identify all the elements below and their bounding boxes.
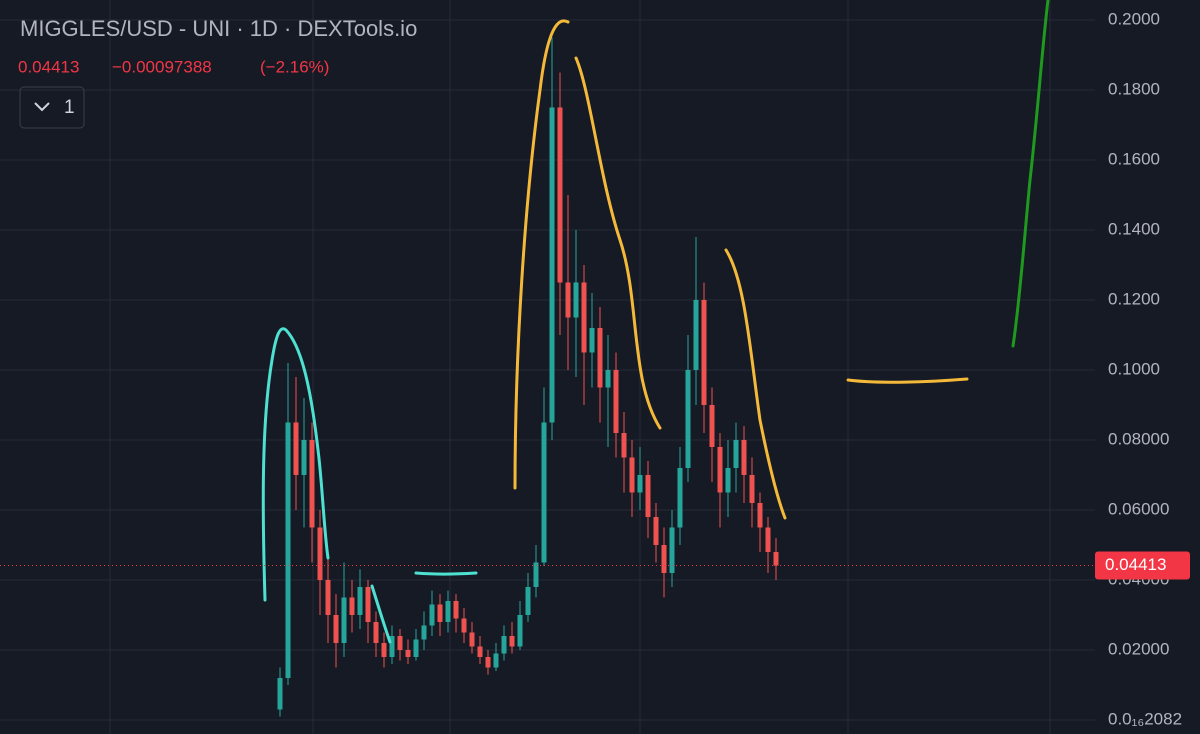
candle-body xyxy=(773,551,779,566)
candle-body xyxy=(541,422,547,563)
last-price-box xyxy=(1095,551,1190,580)
candle-body xyxy=(629,457,635,493)
candle-body xyxy=(293,422,299,475)
drawn-line xyxy=(261,327,330,602)
indicator-count: 1 xyxy=(64,97,75,118)
candle-body xyxy=(373,621,379,643)
candle-body xyxy=(709,404,715,447)
chevron-icon xyxy=(34,102,50,112)
candle-body xyxy=(429,604,435,626)
candle-body xyxy=(661,544,667,573)
last-price: 0.04413 xyxy=(18,57,79,76)
candle-body xyxy=(405,649,411,657)
candle-body xyxy=(693,299,699,370)
candle-body xyxy=(685,369,691,468)
candle-body xyxy=(733,439,739,468)
candle-body xyxy=(637,474,643,493)
candle-body xyxy=(509,635,515,647)
candle-body xyxy=(301,439,307,475)
candle-body xyxy=(525,586,531,615)
y-tick-label: 0.06000 xyxy=(1108,499,1169,518)
candle-body xyxy=(573,282,579,318)
y-tick-label: 0.02000 xyxy=(1108,639,1169,658)
candle-body xyxy=(613,369,619,433)
candle-body xyxy=(485,656,491,668)
candle-body xyxy=(333,614,339,643)
candle-body xyxy=(493,653,499,668)
candle-body xyxy=(397,635,403,650)
candle-body xyxy=(701,299,707,405)
candle-body xyxy=(677,467,683,528)
candle-body xyxy=(317,527,323,580)
candle-body xyxy=(381,642,387,657)
annotations xyxy=(261,0,1050,644)
drawn-line xyxy=(370,584,392,644)
y-tick-label: 0.1800 xyxy=(1108,79,1160,98)
candle-body xyxy=(517,614,523,647)
price-change-pct: (−2.16%) xyxy=(260,57,329,76)
drawn-line xyxy=(513,19,570,490)
candle-body xyxy=(645,474,651,517)
candle-body xyxy=(669,527,675,573)
candle-body xyxy=(765,527,771,552)
candle-body xyxy=(725,467,731,493)
candle-body xyxy=(741,439,747,475)
candle-body xyxy=(597,327,603,388)
indicator-toggle[interactable]: 1 xyxy=(19,86,85,129)
candle-body xyxy=(389,635,395,657)
candle-body xyxy=(653,516,659,545)
candle-body xyxy=(757,502,763,528)
candle-body xyxy=(365,586,371,622)
candle-body xyxy=(469,632,475,647)
candle-body xyxy=(749,474,755,503)
y-tick-label: 0.1200 xyxy=(1108,289,1160,308)
candle-body xyxy=(557,107,563,283)
candle-body xyxy=(421,625,427,640)
y-tick-label: 0.1600 xyxy=(1108,149,1160,168)
candle-body xyxy=(453,600,459,619)
drawn-line xyxy=(574,56,662,430)
drawn-line xyxy=(414,571,478,576)
candle-body xyxy=(349,597,355,615)
drawn-line xyxy=(1011,0,1050,348)
last-price-label: 0.04413 xyxy=(1105,555,1166,574)
price-change: −0.00097388 xyxy=(112,57,212,76)
y-tick-label: 0.1000 xyxy=(1108,359,1160,378)
candle-body xyxy=(445,600,451,622)
candle-body xyxy=(341,597,347,643)
candle-body xyxy=(477,646,483,657)
chart-title: MIGGLES/USD - UNI · 1D · DEXTools.io xyxy=(20,16,417,41)
candle-body xyxy=(277,677,283,710)
candle-body xyxy=(437,604,443,622)
toggle-box[interactable] xyxy=(19,86,85,129)
candle-body xyxy=(357,586,363,615)
candle-body xyxy=(501,635,507,654)
y-tick-label: 0.0₁₆2082 xyxy=(1108,709,1182,728)
candle-body xyxy=(413,639,419,657)
y-tick-label: 0.1400 xyxy=(1108,219,1160,238)
candle-body xyxy=(309,439,315,528)
candle-body xyxy=(549,107,555,423)
candle-body xyxy=(605,369,611,388)
y-tick-label: 0.2000 xyxy=(1108,9,1160,28)
candle-body xyxy=(285,422,291,678)
candle-body xyxy=(621,432,627,458)
candle-body xyxy=(565,282,571,318)
candle-body xyxy=(589,327,595,353)
candle-body xyxy=(581,282,587,353)
drawn-line xyxy=(846,377,969,384)
y-tick-label: 0.08000 xyxy=(1108,429,1169,448)
candle-body xyxy=(717,446,723,493)
candle-body xyxy=(461,618,467,633)
drawn-line xyxy=(724,248,787,520)
candle-body xyxy=(533,562,539,587)
candle-body xyxy=(325,579,331,615)
plot xyxy=(0,19,1095,721)
